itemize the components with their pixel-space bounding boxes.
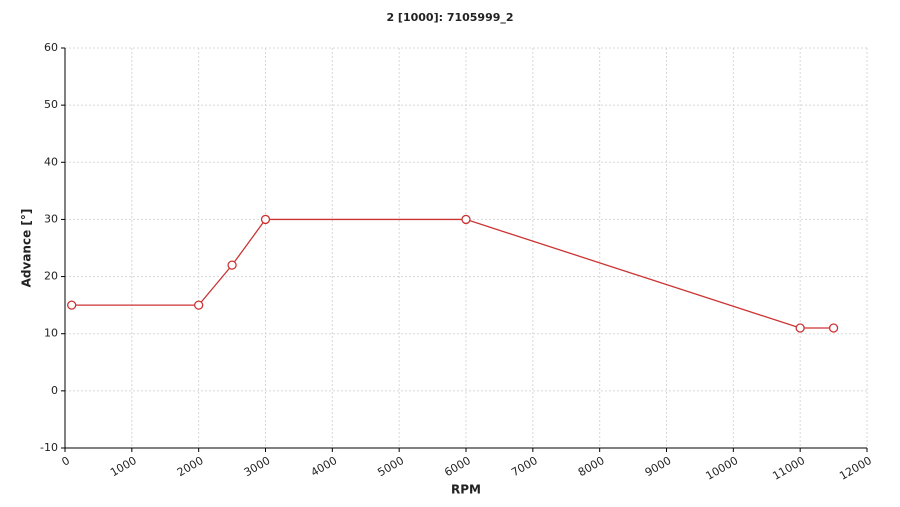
chart-title: 2 [1000]: 7105999_2 bbox=[386, 11, 513, 24]
x-tick-label: 9000 bbox=[643, 454, 674, 479]
x-tick-label: 5000 bbox=[375, 454, 406, 479]
point bbox=[260, 214, 271, 225]
x-axis-label: RPM bbox=[451, 483, 481, 497]
x-tick-label: 8000 bbox=[576, 454, 607, 479]
x-tick-label: 6000 bbox=[442, 454, 473, 479]
x-tick-label: 2000 bbox=[175, 454, 206, 479]
x-tick-label: 3000 bbox=[242, 454, 273, 479]
point bbox=[67, 300, 77, 310]
y-tick-label: 10 bbox=[44, 327, 58, 340]
y-tick-label: 40 bbox=[44, 155, 58, 168]
y-tick-label: -10 bbox=[40, 441, 58, 454]
y-tick-label: 50 bbox=[44, 98, 58, 111]
point bbox=[828, 323, 839, 333]
y-axis-label: Advance [°] bbox=[20, 209, 34, 288]
x-tick-label: 11000 bbox=[770, 454, 807, 483]
y-tick-label: 0 bbox=[51, 384, 58, 397]
x-tick-label: 10000 bbox=[704, 454, 741, 483]
y-tick-label: 20 bbox=[44, 270, 58, 283]
x-tick-label: 0 bbox=[59, 454, 72, 469]
x-tick-label: 1000 bbox=[108, 454, 139, 479]
point bbox=[461, 214, 471, 225]
point bbox=[227, 260, 237, 270]
series-line bbox=[71, 218, 834, 329]
point bbox=[795, 323, 805, 333]
y-tick-label: 30 bbox=[44, 212, 58, 225]
y-tick-label: 60 bbox=[44, 41, 58, 54]
point bbox=[194, 300, 204, 310]
x-tick-label: 12000 bbox=[837, 454, 874, 483]
x-tick-label: 7000 bbox=[509, 454, 540, 479]
x-tick-label: 4000 bbox=[309, 454, 340, 479]
